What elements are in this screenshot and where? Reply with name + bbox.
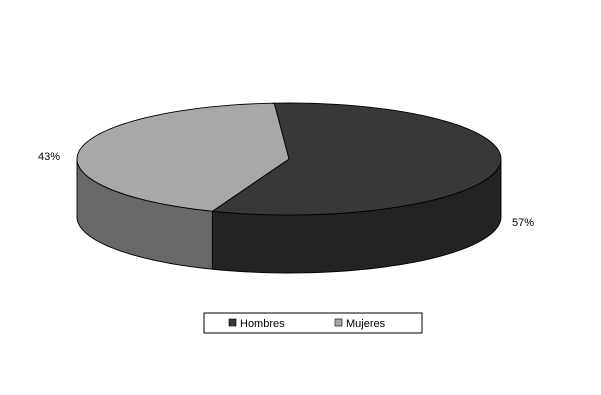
data-label-mujeres: 43% (38, 151, 60, 163)
legend-swatch-hombres (228, 318, 237, 327)
legend-swatch-mujeres (334, 318, 343, 327)
pie-plot-area (76, 102, 502, 274)
data-label-hombres: 57% (512, 217, 534, 229)
legend-box (203, 312, 423, 334)
legend: Hombres Mujeres (203, 312, 423, 334)
legend-label-mujeres: Mujeres (346, 318, 386, 330)
pie-slice-mujeres (76, 102, 290, 212)
pie-slice-hombres (211, 102, 502, 216)
legend-label-hombres: Hombres (240, 318, 285, 330)
